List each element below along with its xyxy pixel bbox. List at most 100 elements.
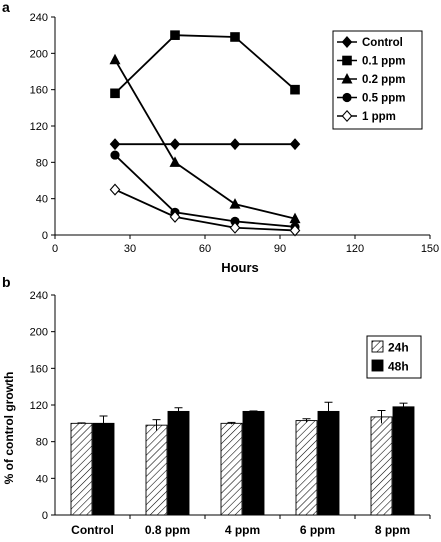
panel-a-label: a bbox=[2, 0, 10, 15]
legend-item-0-2-ppm: 0.2 ppm bbox=[337, 73, 405, 86]
series-1-ppm bbox=[109, 183, 301, 237]
panel-a-y-tick-label: 120 bbox=[30, 121, 48, 133]
data-point-0-2-ppm bbox=[169, 156, 181, 167]
series-line-0-5-ppm bbox=[114, 154, 296, 228]
bar-24h-0-8-ppm bbox=[145, 424, 168, 516]
error-bar-24h-6-ppm bbox=[302, 418, 311, 423]
bar-48h-4-ppm bbox=[242, 410, 265, 516]
data-point-0-1-ppm bbox=[170, 30, 180, 40]
error-bar-48h-6-ppm bbox=[324, 401, 333, 421]
panel-a-x-axis-label: Hours bbox=[221, 260, 259, 275]
panel-b-y-tick-label: 240 bbox=[30, 290, 48, 302]
bar-48h-6-ppm bbox=[317, 410, 340, 516]
error-bar-48h-8-ppm bbox=[399, 402, 408, 411]
panel-a-y-tick-label: 0 bbox=[42, 230, 48, 242]
legend-item-control: Control bbox=[337, 36, 403, 49]
category-label-6-ppm: 6 ppm bbox=[300, 523, 335, 537]
category-label-4-ppm: 4 ppm bbox=[225, 523, 260, 537]
series-0-2-ppm bbox=[109, 53, 301, 224]
error-bar-48h-4-ppm bbox=[249, 410, 258, 412]
bar-48h-8-ppm bbox=[392, 406, 415, 516]
panel-a-y-ticks: 0 40 80 120 160 200 240 bbox=[30, 12, 55, 242]
legend-item-1-ppm: 1 ppm bbox=[337, 109, 396, 123]
data-point-1-ppm bbox=[109, 183, 121, 196]
data-point-control bbox=[229, 138, 241, 151]
panel-a-y-tick-label: 160 bbox=[30, 85, 48, 97]
series-line-1-ppm bbox=[114, 188, 296, 232]
legend-marker bbox=[342, 55, 352, 66]
panel-a-y-tick-label: 200 bbox=[30, 48, 48, 60]
series-0-1-ppm bbox=[110, 30, 300, 99]
category-label-8-ppm: 8 ppm bbox=[375, 523, 410, 537]
legend-label: 1 ppm bbox=[362, 111, 396, 123]
error-bar-24h-8-ppm bbox=[377, 410, 386, 424]
data-point-0-2-ppm bbox=[229, 198, 241, 209]
panel-a-x-tick-label: 90 bbox=[274, 243, 286, 255]
panel-a-x-ticks: 0 30 60 90 120 150 bbox=[52, 235, 439, 255]
error-bar-48h-control bbox=[99, 415, 108, 431]
panel-a-legend: Control 0.1 ppm 0.2 ppm 0.5 ppm 1 ppm bbox=[332, 30, 423, 130]
data-point-1-ppm bbox=[229, 221, 241, 234]
data-point-0-2-ppm bbox=[109, 53, 121, 65]
legend-label: 24h bbox=[388, 341, 409, 355]
panel-b-y-axis-label: % of control growth bbox=[2, 372, 16, 485]
legend-label: 0.1 ppm bbox=[362, 56, 405, 68]
panel-a-series bbox=[109, 30, 301, 237]
legend-item-24h: 24h bbox=[371, 340, 409, 355]
data-point-control bbox=[289, 138, 301, 151]
legend-marker bbox=[342, 92, 352, 103]
legend-item-48h: 48h bbox=[371, 359, 409, 374]
bar-48h-control bbox=[92, 422, 115, 516]
error-bar-48h-0-8-ppm bbox=[174, 407, 183, 416]
legend-swatch bbox=[371, 340, 384, 353]
panel-a-y-tick-label: 240 bbox=[30, 12, 48, 24]
panel-b-y-tick-label: 120 bbox=[30, 400, 48, 412]
error-bar-24h-control bbox=[77, 422, 86, 424]
bar-24h-8-ppm bbox=[370, 416, 393, 516]
legend-marker bbox=[341, 73, 353, 84]
panel-a-x-tick-label: 0 bbox=[52, 243, 58, 255]
data-point-0-1-ppm bbox=[110, 88, 120, 99]
panel-a-x-tick-label: 150 bbox=[421, 243, 439, 255]
panel-a-x-tick-label: 30 bbox=[124, 243, 136, 255]
panel-b-y-tick-label: 80 bbox=[36, 437, 48, 449]
legend-item-0-1-ppm: 0.1 ppm bbox=[337, 56, 405, 68]
legend-marker bbox=[341, 109, 353, 123]
data-point-0-5-ppm bbox=[110, 150, 120, 160]
legend-label: 48h bbox=[388, 360, 409, 374]
category-label-control: Control bbox=[71, 523, 114, 537]
panel-b-label: b bbox=[2, 274, 11, 290]
panel-b-y-tick-label: 160 bbox=[30, 363, 48, 375]
error-bar-24h-0-8-ppm bbox=[152, 419, 161, 431]
panel-b-y-tick-label: 40 bbox=[36, 473, 48, 485]
data-point-0-1-ppm bbox=[290, 84, 300, 95]
panel-a-y-tick-label: 80 bbox=[36, 157, 48, 169]
panel-a-y-tick-label: 40 bbox=[36, 194, 48, 206]
panel-b-category-labels: Control 0.8 ppm 4 ppm 6 ppm 8 ppm bbox=[71, 515, 431, 537]
legend-label: Control bbox=[362, 37, 403, 49]
bar-48h-0-8-ppm bbox=[167, 410, 190, 516]
series-control bbox=[109, 138, 301, 151]
series-line-0-2-ppm bbox=[114, 59, 296, 220]
panel-b-bars bbox=[70, 401, 415, 516]
legend-item-0-5-ppm: 0.5 ppm bbox=[337, 93, 405, 105]
bar-24h-control bbox=[70, 422, 93, 516]
data-point-control bbox=[169, 138, 181, 151]
panel-b-y-tick-label: 200 bbox=[30, 327, 48, 339]
legend-swatch bbox=[371, 359, 384, 372]
panel-b-bar-chart: b % of control growth 04080120160200240 … bbox=[2, 274, 431, 537]
bar-24h-4-ppm bbox=[220, 422, 243, 516]
legend-marker bbox=[341, 36, 353, 48]
data-point-0-2-ppm bbox=[289, 212, 301, 224]
panel-a-x-tick-label: 120 bbox=[346, 243, 364, 255]
legend-label: 0.2 ppm bbox=[362, 74, 405, 86]
error-bar-24h-4-ppm bbox=[227, 421, 236, 425]
series-0-5-ppm bbox=[110, 150, 300, 232]
panel-b-y-tick-label: 0 bbox=[42, 510, 48, 522]
panel-b-y-ticks: 0 40 80 120 160 200 240 bbox=[30, 290, 55, 522]
data-point-control bbox=[109, 138, 121, 151]
data-point-0-1-ppm bbox=[230, 32, 240, 42]
